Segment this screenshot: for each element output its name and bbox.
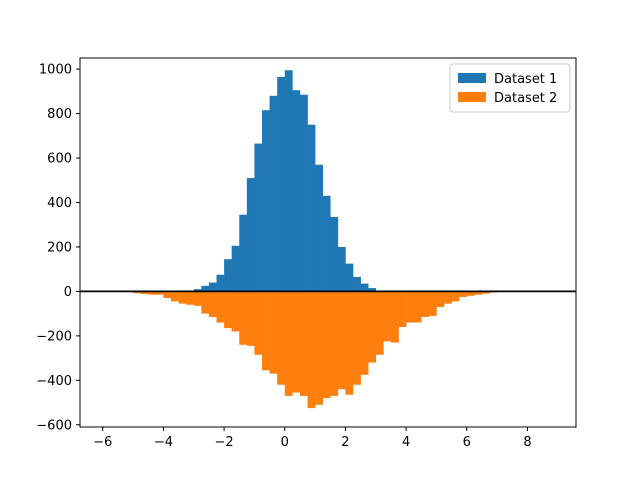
histogram-bar — [345, 263, 354, 292]
histogram-bar — [201, 285, 210, 292]
histogram-bar — [421, 291, 430, 317]
histogram-bar — [284, 70, 293, 292]
histogram-bar — [224, 259, 232, 292]
histogram-bar — [444, 291, 452, 304]
x-tick-label: 0 — [281, 435, 289, 450]
x-tick-label: 8 — [523, 435, 531, 450]
y-tick-label: −200 — [36, 329, 72, 344]
y-tick-label: 0 — [64, 285, 72, 300]
histogram-bar — [307, 291, 316, 409]
histogram-bar — [390, 291, 399, 343]
plot-frame — [79, 57, 577, 428]
y-tick-label: −400 — [36, 374, 72, 389]
histogram-bar — [337, 246, 346, 292]
histogram-bar — [262, 291, 270, 371]
histogram-bar — [322, 291, 331, 399]
legend-label: Dataset 1 — [494, 72, 557, 87]
histogram-bar — [322, 195, 331, 292]
x-tick-label: 2 — [341, 435, 349, 450]
histogram-bar — [231, 291, 240, 332]
histogram-bar — [428, 291, 437, 316]
histogram-bar — [436, 291, 445, 307]
histogram-bar — [163, 291, 172, 299]
histogram-bar — [208, 291, 217, 317]
y-axis: −600 −400 −200 0 200 400 600 800 1000 — [36, 63, 80, 433]
histogram-bar — [459, 291, 468, 297]
histogram-bar — [231, 245, 240, 292]
histogram-bar — [330, 291, 339, 396]
legend-swatch — [458, 73, 486, 83]
histogram-bar — [353, 276, 361, 292]
histogram-bar — [451, 291, 460, 302]
histogram-bar — [269, 291, 278, 374]
histogram-bar — [315, 291, 323, 405]
histogram-bar — [337, 291, 346, 390]
histogram-bar — [398, 291, 407, 327]
y-tick-label: 600 — [47, 152, 72, 167]
histogram-bar — [284, 291, 293, 396]
histogram-bar — [193, 291, 202, 306]
histogram-bar — [201, 291, 210, 314]
histogram-bar — [307, 124, 316, 292]
legend: Dataset 1 Dataset 2 — [449, 63, 571, 113]
histogram-bar — [330, 216, 339, 292]
histogram-bar — [246, 291, 255, 346]
histogram-bar — [277, 76, 286, 292]
histogram-bar — [292, 291, 301, 393]
histogram-bar — [254, 143, 263, 292]
histogram-bar — [299, 94, 308, 292]
histogram-bar — [239, 291, 248, 345]
legend-label: Dataset 2 — [494, 91, 557, 106]
histogram-bar — [277, 291, 286, 385]
histogram-bar — [254, 291, 263, 355]
histogram-bar — [315, 164, 323, 292]
histogram-bar — [481, 291, 490, 294]
histogram-bar — [466, 291, 475, 296]
x-tick-label: −2 — [215, 435, 234, 450]
histogram-bar — [353, 291, 361, 385]
bars-layer — [125, 70, 498, 409]
histogram-bar — [383, 291, 392, 342]
histogram-bar — [292, 90, 301, 292]
y-tick-label: 200 — [47, 240, 72, 255]
histogram-bar — [360, 283, 369, 292]
histogram-bar — [368, 291, 377, 363]
histogram-bar — [171, 291, 179, 302]
x-tick-label: −6 — [93, 435, 112, 450]
legend-swatch — [458, 92, 486, 102]
histogram-bar — [155, 291, 164, 295]
y-tick-label: 800 — [47, 107, 72, 122]
histogram-bar — [186, 291, 195, 305]
x-axis: −6 −4 −2 0 2 4 6 8 — [93, 427, 532, 450]
y-tick-label: 400 — [47, 196, 72, 211]
histogram-bar — [216, 291, 225, 323]
histogram-bar — [208, 282, 217, 292]
y-tick-label: 1000 — [39, 63, 72, 78]
histogram-bar — [216, 274, 225, 292]
histogram-bar — [178, 291, 187, 304]
histogram-bar — [246, 178, 255, 292]
histogram-bar — [299, 291, 308, 396]
histogram-bar — [406, 291, 414, 323]
histogram-bar — [269, 95, 278, 292]
histogram-bar — [193, 289, 202, 292]
x-tick-label: 4 — [402, 435, 410, 450]
y-tick-label: −600 — [36, 418, 72, 433]
histogram-bar — [262, 110, 270, 292]
histogram-bar — [345, 291, 354, 395]
histogram-bar — [375, 291, 384, 355]
x-tick-label: −4 — [154, 435, 173, 450]
histogram-bar — [413, 291, 422, 323]
histogram-bar — [140, 291, 149, 295]
histogram-bar — [224, 291, 232, 329]
histogram-bar — [368, 288, 377, 292]
x-tick-label: 6 — [463, 435, 471, 450]
histogram-bar — [239, 214, 248, 292]
histogram-bar — [148, 291, 157, 295]
histogram-bar — [474, 291, 483, 295]
histogram-bar — [360, 291, 369, 375]
